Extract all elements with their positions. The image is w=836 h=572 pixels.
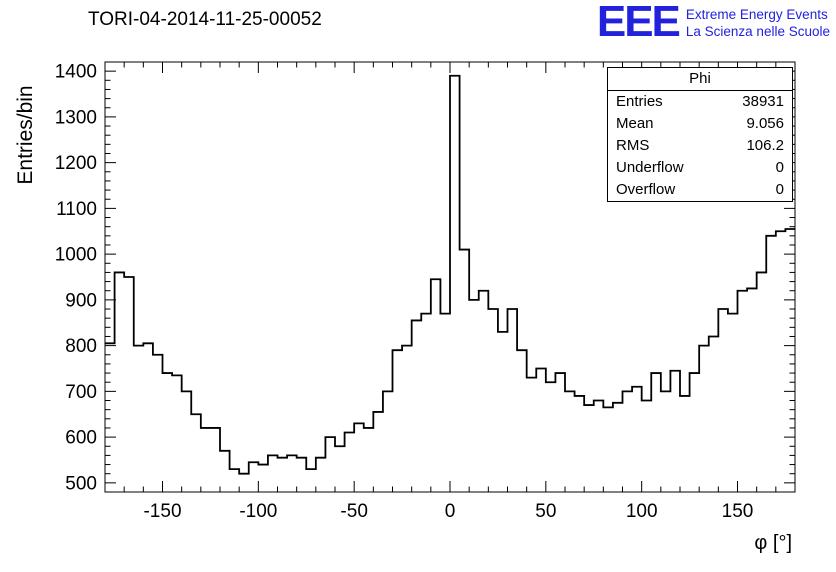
stats-label: RMS <box>616 137 650 154</box>
svg-text:900: 900 <box>65 290 97 311</box>
svg-text:50: 50 <box>535 501 556 522</box>
x-axis-title: φ [°] <box>754 532 792 554</box>
eee-logo: EEE Extreme Energy Events La Scienza nel… <box>596 0 830 46</box>
svg-text:1000: 1000 <box>55 245 97 266</box>
stats-value: 38931 <box>742 93 784 110</box>
stats-row-underflow: Underflow 0 <box>608 157 792 179</box>
svg-text:800: 800 <box>65 336 97 357</box>
stats-value: 106.2 <box>746 137 784 154</box>
svg-text:100: 100 <box>626 501 658 522</box>
svg-text:150: 150 <box>722 501 754 522</box>
svg-text:-100: -100 <box>239 501 277 522</box>
eee-acronym: EEE <box>596 0 681 46</box>
eee-logo-line1: Extreme Energy Events <box>685 7 828 22</box>
stats-row-overflow: Overflow 0 <box>608 179 792 201</box>
svg-text:700: 700 <box>65 382 97 403</box>
svg-text:-50: -50 <box>340 501 367 522</box>
svg-text:1400: 1400 <box>55 62 97 83</box>
eee-logo-line2: La Scienza nelle Scuole <box>685 24 830 39</box>
stats-row-rms: RMS 106.2 <box>608 135 792 157</box>
stats-row-entries: Entries 38931 <box>608 91 792 113</box>
stats-label: Overflow <box>616 181 676 198</box>
stats-value: 0 <box>775 159 784 176</box>
stats-row-mean: Mean 9.056 <box>608 113 792 135</box>
svg-text:-150: -150 <box>143 501 181 522</box>
stats-label: Mean <box>616 115 654 132</box>
svg-text:0: 0 <box>445 501 456 522</box>
stats-label: Underflow <box>616 159 684 176</box>
stats-box: Phi Entries 38931 Mean 9.056 RMS 106.2 U… <box>607 67 793 202</box>
svg-text:1100: 1100 <box>56 199 97 220</box>
stats-value: 9.056 <box>746 115 784 132</box>
plot-title: TORI-04-2014-11-25-00052 <box>88 9 322 30</box>
svg-text:500: 500 <box>65 473 97 494</box>
stats-label: Entries <box>616 93 663 110</box>
eee-logo-text: Extreme Energy Events La Scienza nelle S… <box>686 2 830 40</box>
svg-text:1200: 1200 <box>55 153 97 174</box>
stats-value: 0 <box>775 181 784 198</box>
svg-text:600: 600 <box>65 428 97 449</box>
stats-header: Phi <box>608 68 792 91</box>
svg-text:1300: 1300 <box>55 107 97 128</box>
